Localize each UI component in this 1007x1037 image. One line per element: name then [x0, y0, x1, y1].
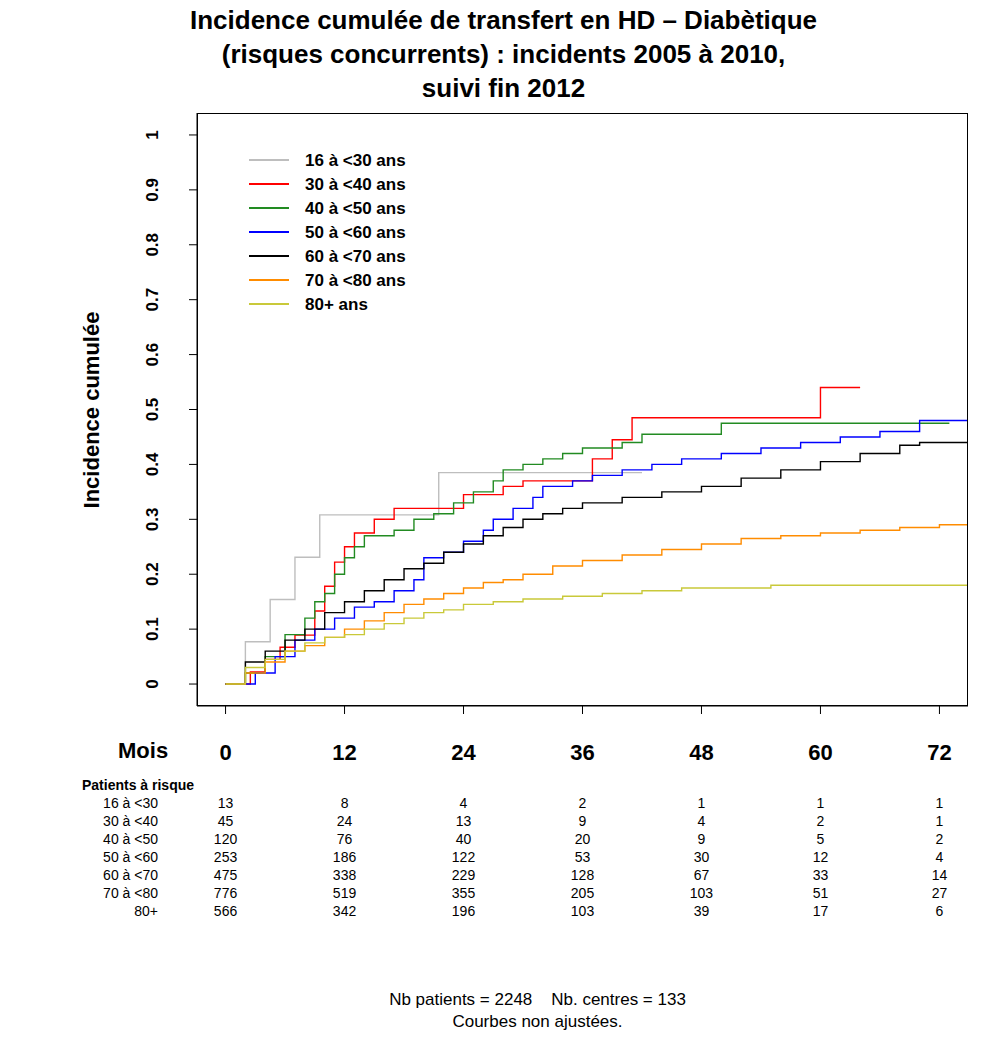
html-text:76: 76 — [336, 831, 353, 847]
svg-text:0.5: 0.5 — [143, 398, 162, 422]
html-text:39: 39 — [693, 903, 710, 919]
html-text:16 à <30: 16 à <30 — [103, 795, 158, 811]
svg-text:0.6: 0.6 — [143, 343, 162, 367]
html-text:(risques concurrents) : incide: (risques concurrents) : incidents 2005 à… — [221, 39, 786, 69]
svg-text:36: 36 — [570, 740, 594, 765]
svg-text:0.8: 0.8 — [143, 233, 162, 257]
html-text:Courbes non ajustées.: Courbes non ajustées. — [452, 1012, 623, 1031]
html-text:338: 338 — [332, 867, 357, 883]
html-text:70 à <80: 70 à <80 — [103, 885, 158, 901]
html-text:13: 13 — [217, 795, 234, 811]
svg-text:1: 1 — [143, 130, 162, 139]
svg-text:40 à <50 ans: 40 à <50 ans — [305, 199, 406, 218]
svg-text:0.1: 0.1 — [143, 617, 162, 641]
html-text:80+: 80+ — [134, 903, 158, 919]
svg-text:60 à <70 ans: 60 à <70 ans — [305, 247, 406, 266]
html-text:17: 17 — [812, 903, 829, 919]
html-text:4: 4 — [935, 849, 944, 865]
html-text:14: 14 — [931, 867, 948, 883]
svg-text:16 à <30 ans: 16 à <30 ans — [305, 151, 406, 170]
html-text:30 à <40: 30 à <40 — [103, 813, 158, 829]
svg-text:0.2: 0.2 — [143, 562, 162, 586]
svg-text:24: 24 — [451, 740, 476, 765]
html-text:12: 12 — [812, 849, 829, 865]
html-text:Incidence cumulée de transfert: Incidence cumulée de transfert en HD – D… — [190, 5, 817, 35]
html-text:186: 186 — [332, 849, 357, 865]
html-text:Incidence cumulée: Incidence cumulée — [79, 311, 104, 509]
html-text:suivi fin 2012: suivi fin 2012 — [421, 73, 586, 103]
svg-text:70 à <80 ans: 70 à <80 ans — [305, 271, 406, 290]
html-text:24: 24 — [336, 813, 353, 829]
html-text:566: 566 — [213, 903, 238, 919]
svg-text:0: 0 — [143, 679, 162, 688]
html-text:67: 67 — [693, 867, 710, 883]
html-text:30: 30 — [693, 849, 710, 865]
html-text:253: 253 — [213, 849, 238, 865]
html-text:4: 4 — [697, 813, 706, 829]
html-text:45: 45 — [217, 813, 234, 829]
html-text:51: 51 — [812, 885, 829, 901]
html-text:Mois: Mois — [118, 738, 169, 763]
svg-text:0.3: 0.3 — [143, 507, 162, 531]
html-text:196: 196 — [451, 903, 476, 919]
svg-text:0.9: 0.9 — [143, 178, 162, 202]
html-text:9: 9 — [578, 813, 587, 829]
html-text:229: 229 — [451, 867, 476, 883]
html-text:475: 475 — [213, 867, 238, 883]
svg-text:0.4: 0.4 — [143, 452, 162, 476]
html-text:1: 1 — [935, 795, 944, 811]
svg-text:80+ ans: 80+ ans — [305, 295, 368, 314]
html-text:33: 33 — [812, 867, 829, 883]
html-text:120: 120 — [213, 831, 238, 847]
html-text:4: 4 — [459, 795, 468, 811]
html-text:Patients à risque: Patients à risque — [82, 777, 194, 793]
html-text:2: 2 — [935, 831, 944, 847]
html-text:355: 355 — [451, 885, 476, 901]
html-text:1: 1 — [935, 813, 944, 829]
html-text:60 à <70: 60 à <70 — [103, 867, 158, 883]
html-text:Nb patients = 2248 Nb. centres: Nb patients = 2248 Nb. centres = 133 — [389, 990, 686, 1009]
html-text:205: 205 — [570, 885, 595, 901]
html-text:122: 122 — [451, 849, 476, 865]
html-text:2: 2 — [578, 795, 587, 811]
html-text:50 à <60: 50 à <60 — [103, 849, 158, 865]
svg-text:0: 0 — [219, 740, 231, 765]
svg-text:30 à <40 ans: 30 à <40 ans — [305, 175, 406, 194]
html-text:40: 40 — [455, 831, 472, 847]
html-text:342: 342 — [332, 903, 357, 919]
html-text:40 à <50: 40 à <50 — [103, 831, 158, 847]
html-text:53: 53 — [574, 849, 591, 865]
svg-text:50 à <60 ans: 50 à <60 ans — [305, 223, 406, 242]
html-text:6: 6 — [935, 903, 944, 919]
svg-text:0.7: 0.7 — [143, 288, 162, 312]
html-text:1: 1 — [697, 795, 706, 811]
html-text:9: 9 — [697, 831, 706, 847]
html-text:103: 103 — [689, 885, 714, 901]
svg-text:12: 12 — [332, 740, 356, 765]
html-text:13: 13 — [455, 813, 472, 829]
svg-text:60: 60 — [808, 740, 832, 765]
html-text:5: 5 — [816, 831, 825, 847]
html-text:27: 27 — [931, 885, 948, 901]
html-text:2: 2 — [816, 813, 825, 829]
html-text:20: 20 — [574, 831, 591, 847]
html-text:776: 776 — [213, 885, 238, 901]
html-text:8: 8 — [340, 795, 349, 811]
html-text:1: 1 — [816, 795, 825, 811]
html-text:519: 519 — [332, 885, 357, 901]
html-text:103: 103 — [570, 903, 595, 919]
svg-text:48: 48 — [689, 740, 713, 765]
html-text:128: 128 — [570, 867, 595, 883]
svg-text:72: 72 — [927, 740, 951, 765]
